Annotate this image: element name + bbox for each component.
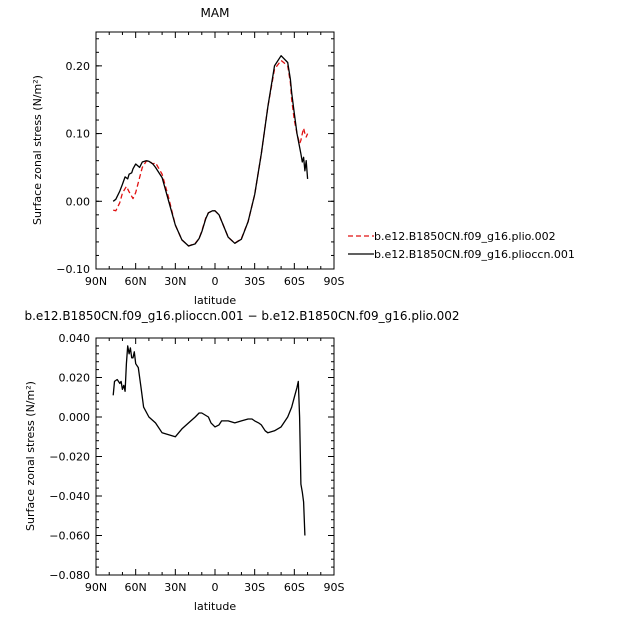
bottom-x-axis-label: latitude	[194, 600, 236, 613]
top-x-tick-label: 90N	[85, 275, 107, 288]
legend: b.e12.B1850CN.f09_g16.plio.002 b.e12.B18…	[348, 230, 575, 261]
top-panel: MAM latitude Surface zonal stress (N/m²)…	[31, 6, 575, 307]
bottom-chart-title: b.e12.B1850CN.f09_g16.plioccn.001 − b.e1…	[24, 309, 459, 323]
top-x-tick-label: 60N	[125, 275, 147, 288]
bottom-x-tick-label: 60S	[284, 581, 305, 594]
bottom-x-tick-label: 30N	[164, 581, 186, 594]
top-plot-frame	[95, 31, 335, 270]
bottom-series-line-0	[112, 345, 306, 536]
bottom-y-tick-label: −0.020	[49, 451, 90, 464]
top-y-tick-label: 0.00	[66, 195, 91, 208]
top-x-axis-label: latitude	[194, 294, 236, 307]
top-series-line-1	[112, 55, 309, 247]
bottom-x-tick-label: 90N	[85, 581, 107, 594]
bottom-x-tick-label: 60N	[125, 581, 147, 594]
bottom-panel: b.e12.B1850CN.f09_g16.plioccn.001 − b.e1…	[24, 309, 460, 613]
bottom-y-axis-label: Surface zonal stress (N/m²)	[24, 381, 37, 531]
top-chart-title: MAM	[201, 6, 230, 20]
top-x-tick-label: 60S	[284, 275, 305, 288]
bottom-y-tick-label: 0.040	[59, 332, 91, 345]
top-x-tick-label: 90S	[324, 275, 345, 288]
top-y-tick-label: −0.10	[56, 263, 90, 276]
top-series-line-0	[113, 59, 309, 247]
top-y-tick-label: 0.20	[66, 60, 91, 73]
legend-label-plio: b.e12.B1850CN.f09_g16.plio.002	[374, 230, 556, 243]
bottom-y-tick-label: 0.000	[59, 411, 91, 424]
bottom-x-tick-label: 90S	[324, 581, 345, 594]
bottom-x-tick-label: 0	[212, 581, 219, 594]
bottom-y-tick-label: −0.060	[49, 530, 90, 543]
bottom-plot-frame	[95, 337, 335, 576]
bottom-x-tick-label: 30S	[244, 581, 265, 594]
top-y-axis-label: Surface zonal stress (N/m²)	[31, 75, 44, 225]
legend-label-plioccn: b.e12.B1850CN.f09_g16.pliocc​n.001	[374, 248, 575, 261]
bottom-y-tick-label: −0.080	[49, 569, 90, 582]
top-y-tick-label: 0.10	[66, 128, 91, 141]
bottom-y-tick-label: 0.020	[59, 372, 91, 385]
top-x-tick-label: 30N	[164, 275, 186, 288]
bottom-y-tick-label: −0.040	[49, 490, 90, 503]
top-x-tick-label: 30S	[244, 275, 265, 288]
top-x-tick-label: 0	[212, 275, 219, 288]
